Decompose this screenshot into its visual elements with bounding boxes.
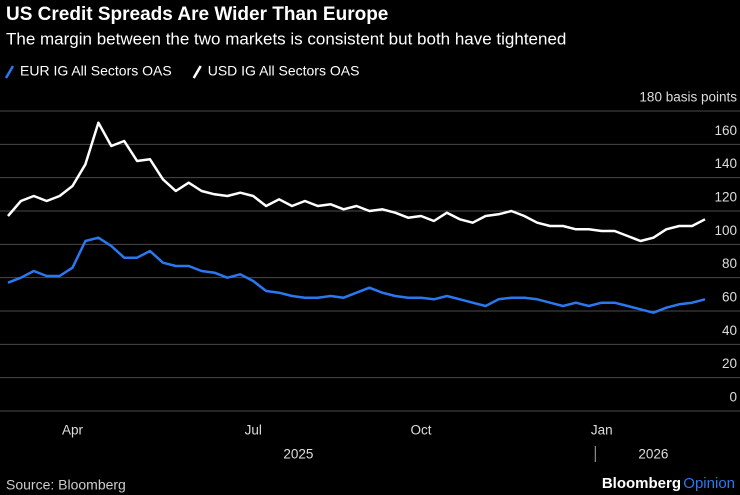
x-tick-label: Oct [411, 423, 432, 438]
x-group-label: 2025 [283, 447, 313, 462]
logo: Bloomberg [602, 475, 681, 492]
legend-label: USD IG All Sectors OAS [208, 63, 360, 79]
x-group-label: 2026 [638, 447, 668, 462]
series-line [7, 236, 706, 314]
legend-swatch [192, 65, 202, 79]
chart-subtitle: The margin between the two markets is co… [6, 29, 566, 48]
x-tick-label: Jul [245, 423, 262, 438]
y-tick-label: 140 [714, 156, 737, 171]
series-line [7, 121, 706, 243]
legend-swatch [4, 65, 15, 79]
y-tick-label: 120 [714, 190, 737, 205]
x-tick-label: Apr [62, 423, 84, 438]
y-tick-label: 160 [714, 123, 737, 138]
y-tick-label: 100 [714, 223, 737, 238]
x-tick-label: Jan [591, 423, 613, 438]
y-tick-label: 60 [722, 290, 737, 305]
y-tick-label: 180 basis points [639, 90, 737, 105]
chart-title: US Credit Spreads Are Wider Than Europe [6, 4, 388, 25]
y-tick-label: 40 [722, 323, 737, 338]
source: Source: Bloomberg [6, 477, 126, 493]
y-tick-label: 0 [729, 390, 737, 405]
legend-label: EUR IG All Sectors OAS [20, 63, 172, 79]
y-tick-label: 80 [722, 256, 737, 271]
logo-sub: Opinion [683, 475, 735, 492]
y-tick-label: 20 [722, 356, 737, 371]
